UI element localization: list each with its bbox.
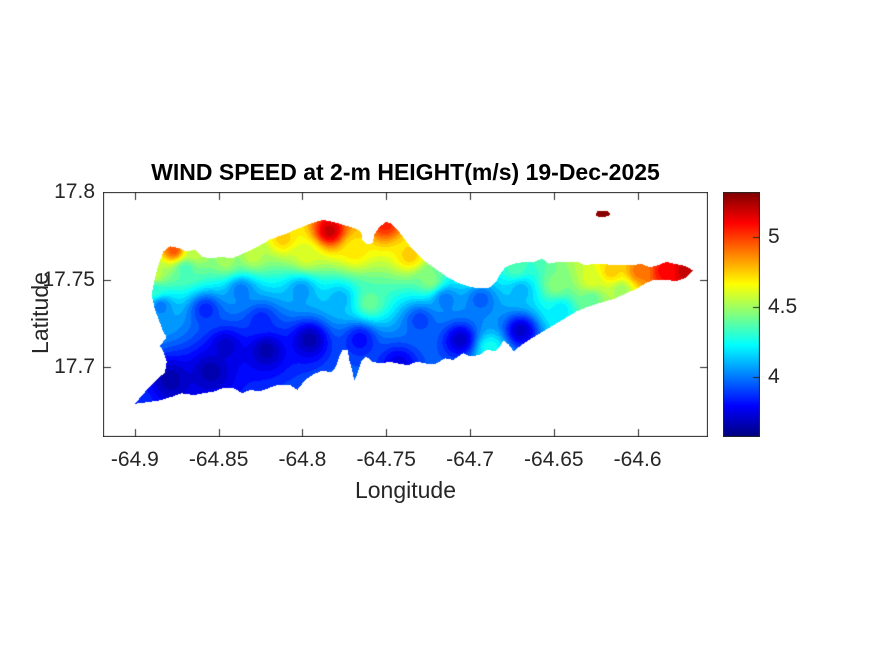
- chart-title: WIND SPEED at 2-m HEIGHT(m/s) 19-Dec-202…: [151, 159, 660, 185]
- x-tick-label: -64.6: [613, 448, 662, 471]
- colorbar-tick-label: 5: [768, 224, 780, 248]
- x-tick-label: -64.85: [188, 448, 249, 471]
- x-axis-label: Longitude: [354, 477, 457, 503]
- colorbar-canvas: [723, 192, 760, 437]
- colorbar-tick-label: 4: [768, 364, 780, 388]
- x-tick-label: -64.65: [524, 448, 584, 471]
- x-tick-label: -64.9: [110, 448, 159, 471]
- wind-speed-contour-map-canvas: [103, 192, 708, 437]
- y-tick-label: 17.75: [42, 267, 95, 291]
- colorbar-tick-label: 4.5: [768, 294, 798, 318]
- x-tick-label: -64.75: [356, 448, 416, 471]
- y-tick-label: 17.7: [54, 355, 95, 378]
- x-tick-label: -64.7: [446, 448, 494, 471]
- x-tick-label: -64.8: [278, 448, 327, 471]
- y-tick-label: 17.8: [54, 180, 95, 203]
